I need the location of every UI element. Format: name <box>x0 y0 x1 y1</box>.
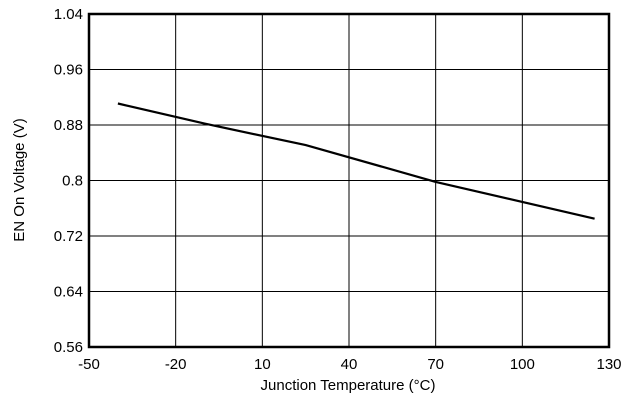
y-tick-label: 1.04 <box>54 6 83 23</box>
plot-frame <box>87 12 611 349</box>
x-tick-label: 10 <box>254 356 271 373</box>
y-tick-label: 0.72 <box>54 228 83 245</box>
x-tick-labels: -50 -20 10 40 70 100 130 <box>78 356 621 373</box>
x-tick-label: -50 <box>78 356 100 373</box>
series-line <box>117 102 595 220</box>
series-layer <box>117 102 595 220</box>
x-axis-title: Junction Temperature (°C) <box>261 377 436 394</box>
y-axis-title: EN On Voltage (V) <box>11 118 28 241</box>
x-tick-label: 100 <box>510 356 535 373</box>
x-tick-label: 40 <box>341 356 358 373</box>
y-tick-label: 0.56 <box>54 339 83 356</box>
grid <box>89 14 609 347</box>
y-tick-label: 0.88 <box>54 117 83 134</box>
y-tick-label: 0.8 <box>62 173 83 190</box>
y-tick-label: 0.96 <box>54 62 83 79</box>
x-tick-label: 130 <box>596 356 621 373</box>
x-tick-label: -20 <box>165 356 187 373</box>
y-tick-label: 0.64 <box>54 284 83 301</box>
y-tick-labels: 0.56 0.64 0.72 0.8 0.88 0.96 1.04 <box>54 6 83 356</box>
x-tick-label: 70 <box>427 356 444 373</box>
